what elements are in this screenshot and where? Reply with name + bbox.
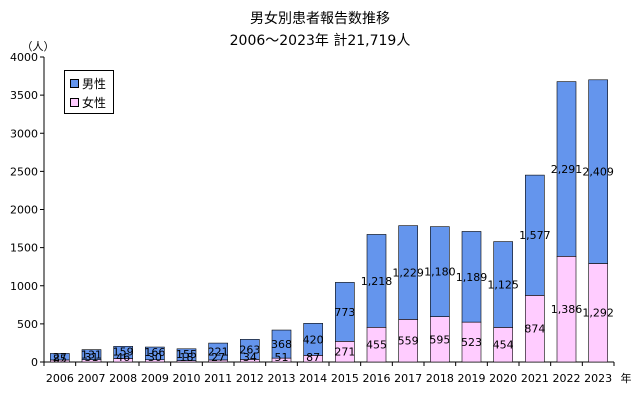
x-tick-label-2012: 2012 (236, 372, 264, 385)
data-label-male-2023: 2,409 (582, 166, 614, 179)
y-tick-label-3000: 3000 (10, 127, 38, 140)
data-label-female-2016: 455 (366, 339, 387, 352)
data-label-female-2017: 559 (398, 335, 419, 348)
data-label-female-2021: 874 (524, 323, 545, 336)
x-tick-label-2009: 2009 (141, 372, 169, 385)
bar-male-2016 (366, 234, 387, 328)
data-label-female-2018: 595 (429, 333, 450, 346)
data-label-female-2011: 27 (211, 351, 225, 364)
data-label-female-2015: 271 (334, 346, 355, 359)
bar-male-2009 (145, 346, 165, 361)
x-tick-label-2022: 2022 (553, 372, 581, 385)
data-label-male-2016: 1,218 (361, 275, 393, 288)
data-label-male-2017: 1,229 (392, 267, 424, 280)
data-label-male-2019: 1,189 (456, 271, 488, 284)
x-tick-label-2021: 2021 (521, 372, 549, 385)
data-label-female-2010: 18 (180, 351, 194, 364)
data-label-male-2010: 155 (176, 348, 197, 361)
bar-male-2006 (50, 353, 70, 361)
bar-male-2020 (493, 241, 513, 328)
data-label-male-2007: 131 (81, 349, 102, 362)
bar-male-2008 (113, 346, 133, 359)
legend: 男性 女性 (64, 70, 114, 114)
y-tick-label-3500: 3500 (10, 89, 38, 102)
legend-entry-female: 女性 (70, 93, 113, 112)
x-axis-unit-label: 年 (621, 371, 632, 385)
y-tick-label-4000: 4000 (10, 51, 38, 64)
x-tick-label-2006: 2006 (46, 372, 74, 385)
y-tick-label-2500: 2500 (10, 165, 38, 178)
data-label-male-2009: 166 (144, 346, 165, 359)
bar-male-2022 (556, 81, 577, 257)
chart-subtitle: 2006～2023年 計21,719人 (229, 33, 411, 49)
x-tick-label-2020: 2020 (489, 372, 517, 385)
bar-male-2023 (588, 79, 608, 264)
x-tick-label-2023: 2023 (584, 372, 612, 385)
y-tick-label-1500: 1500 (10, 242, 38, 255)
data-label-male-2008: 159 (113, 345, 134, 358)
y-tick-label-500: 500 (17, 318, 38, 331)
data-label-male-2011: 221 (208, 346, 229, 359)
bar-male-2019 (461, 231, 482, 323)
data-label-male-2006: 85 (53, 352, 67, 365)
bar-male-2011 (208, 342, 228, 361)
y-tick-label-2000: 2000 (10, 204, 38, 217)
x-tick-label-2017: 2017 (394, 372, 422, 385)
data-label-male-2015: 773 (334, 306, 355, 319)
legend-entry-male: 男性 (70, 74, 113, 93)
x-tick-label-2013: 2013 (268, 372, 296, 385)
legend-swatch-male (70, 79, 79, 88)
data-label-male-2021: 1,577 (519, 229, 551, 242)
bar-male-2018 (430, 226, 450, 317)
x-tick-label-2015: 2015 (331, 372, 359, 385)
bar-male-2010 (176, 348, 197, 361)
data-label-female-2006: 27 (53, 351, 67, 364)
bar-male-2013 (271, 329, 292, 359)
data-label-female-2012: 34 (243, 351, 257, 364)
data-label-female-2013: 51 (275, 351, 289, 364)
data-label-female-2009: 30 (148, 351, 162, 364)
legend-swatch-female (70, 98, 79, 107)
data-label-female-2020: 454 (493, 339, 514, 352)
data-label-male-2018: 1,180 (424, 266, 456, 279)
data-label-female-2019: 523 (461, 336, 482, 349)
data-label-male-2012: 263 (239, 343, 260, 356)
legend-label-male: 男性 (82, 77, 107, 91)
legend-label-female: 女性 (82, 96, 107, 110)
x-tick-label-2008: 2008 (109, 372, 137, 385)
data-label-male-2022: 2,291 (551, 163, 583, 176)
bar-male-2012 (240, 339, 260, 360)
data-label-male-2013: 368 (271, 338, 292, 351)
y-tick-label-0: 0 (31, 356, 38, 369)
bar-male-2017 (398, 225, 418, 320)
bar-male-2015 (335, 282, 355, 342)
x-tick-label-2007: 2007 (78, 372, 106, 385)
x-tick-label-2014: 2014 (299, 372, 327, 385)
x-tick-label-2016: 2016 (363, 372, 391, 385)
y-tick-label-1000: 1000 (10, 280, 38, 293)
bar-male-2021 (525, 174, 545, 296)
data-label-female-2008: 46 (116, 351, 130, 364)
x-tick-label-2010: 2010 (173, 372, 201, 385)
y-axis-unit-label: （人） (22, 40, 55, 53)
x-tick-label-2018: 2018 (426, 372, 454, 385)
data-label-female-2014: 87 (306, 351, 320, 364)
data-label-female-2023: 1,292 (582, 307, 614, 320)
x-tick-label-2011: 2011 (204, 372, 232, 385)
data-label-female-2022: 1,386 (551, 303, 583, 316)
data-label-male-2014: 420 (303, 333, 324, 346)
bar-male-2007 (81, 349, 102, 360)
data-label-male-2020: 1,125 (487, 278, 519, 291)
x-tick-label-2019: 2019 (458, 372, 486, 385)
bar-male-2014 (303, 323, 323, 356)
data-label-female-2007: 31 (85, 351, 99, 364)
chart-title: 男女別患者報告数推移 (250, 11, 390, 27)
